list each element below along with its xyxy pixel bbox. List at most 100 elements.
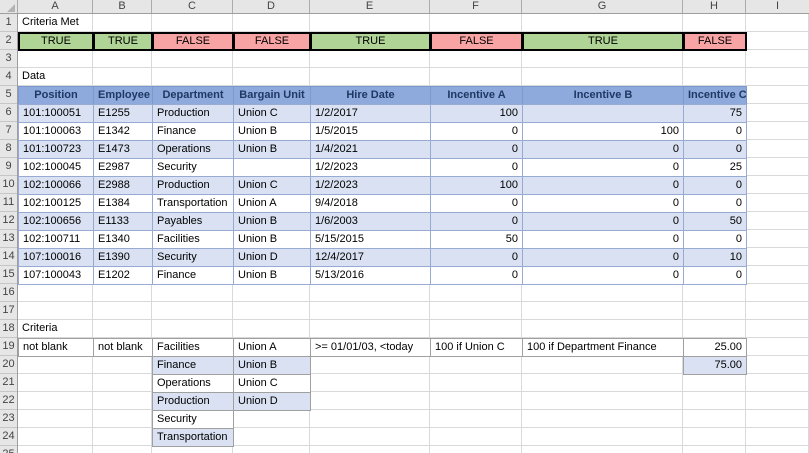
- cell-H20-criteria-amount[interactable]: 75.00: [683, 356, 747, 375]
- cell-B7[interactable]: E1342: [93, 122, 153, 141]
- cell-A9[interactable]: 102:100045: [18, 158, 94, 177]
- cell-H14[interactable]: 10: [683, 248, 747, 267]
- cell-F8[interactable]: 0: [430, 140, 523, 159]
- cell-G10[interactable]: 0: [522, 176, 684, 195]
- cell-E7[interactable]: 1/5/2015: [310, 122, 431, 141]
- cell-G7[interactable]: 100: [522, 122, 684, 141]
- cell-H11[interactable]: 0: [683, 194, 747, 213]
- cell-F14[interactable]: 0: [430, 248, 523, 267]
- cell-E6[interactable]: 1/2/2017: [310, 104, 431, 123]
- column-header-H[interactable]: H: [683, 0, 746, 13]
- column-header-I[interactable]: I: [775, 0, 780, 12]
- cell-C21-department-option[interactable]: Operations: [152, 374, 234, 393]
- cell-C6[interactable]: Production: [152, 104, 234, 123]
- cell-C7[interactable]: Finance: [152, 122, 234, 141]
- cell-A8[interactable]: 101:100723: [18, 140, 94, 159]
- row-header-4[interactable]: 4: [0, 68, 17, 86]
- cell-A10[interactable]: 102:100066: [18, 176, 94, 195]
- row-header-17[interactable]: 17: [0, 302, 17, 320]
- cell-B13[interactable]: E1340: [93, 230, 153, 249]
- cell-F7[interactable]: 0: [430, 122, 523, 141]
- cell-C9[interactable]: Security: [152, 158, 234, 177]
- cell-A14[interactable]: 107:100016: [18, 248, 94, 267]
- row-header-7[interactable]: 7: [0, 122, 17, 140]
- row-header-13[interactable]: 13: [0, 230, 17, 248]
- cell-A2-criteria-met-flag[interactable]: TRUE: [18, 32, 94, 51]
- cell-D19-criteria-bargain-unit[interactable]: Union A: [233, 338, 311, 357]
- cell-G9[interactable]: 0: [522, 158, 684, 177]
- cell-C19-criteria-department[interactable]: Facilities: [152, 338, 234, 357]
- cell-G13[interactable]: 0: [522, 230, 684, 249]
- cell-C10[interactable]: Production: [152, 176, 234, 195]
- cell-F15[interactable]: 0: [430, 266, 523, 285]
- cell-D14[interactable]: Union D: [233, 248, 311, 267]
- row-header-11[interactable]: 11: [0, 194, 17, 212]
- cell-G11[interactable]: 0: [522, 194, 684, 213]
- row-header-25[interactable]: 25: [0, 446, 17, 453]
- cell-F19-criteria-incentive-a[interactable]: 100 if Union C: [430, 338, 523, 357]
- column-header-F[interactable]: F: [430, 0, 522, 13]
- header-department[interactable]: Department: [152, 86, 234, 105]
- cell-B11[interactable]: E1384: [93, 194, 153, 213]
- cell-E14[interactable]: 12/4/2017: [310, 248, 431, 267]
- cell-C12[interactable]: Payables: [152, 212, 234, 231]
- cell-E11[interactable]: 9/4/2018: [310, 194, 431, 213]
- cell-D11[interactable]: Union A: [233, 194, 311, 213]
- header-hire-date[interactable]: Hire Date: [310, 86, 431, 105]
- cell-F12[interactable]: 0: [430, 212, 523, 231]
- cell-H7[interactable]: 0: [683, 122, 747, 141]
- cell-B9[interactable]: E2987: [93, 158, 153, 177]
- data-label[interactable]: Data: [22, 70, 46, 82]
- cell-G12[interactable]: 0: [522, 212, 684, 231]
- cell-B12[interactable]: E1133: [93, 212, 153, 231]
- cell-F13[interactable]: 50: [430, 230, 523, 249]
- cell-H15[interactable]: 0: [683, 266, 747, 285]
- cell-D15[interactable]: Union B: [233, 266, 311, 285]
- cell-H6[interactable]: 75: [683, 104, 747, 123]
- cell-H10[interactable]: 0: [683, 176, 747, 195]
- row-header-3[interactable]: 3: [0, 50, 17, 68]
- row-header-16[interactable]: 16: [0, 284, 17, 302]
- cell-H8[interactable]: 0: [683, 140, 747, 159]
- cell-F10[interactable]: 100: [430, 176, 523, 195]
- cell-D9[interactable]: [233, 158, 311, 177]
- row-header-22[interactable]: 22: [0, 392, 17, 410]
- row-header-21[interactable]: 21: [0, 374, 17, 392]
- cell-D22-bargain-option[interactable]: Union D: [233, 392, 311, 411]
- criteria-met-label[interactable]: Criteria Met: [22, 16, 79, 28]
- cell-H12[interactable]: 50: [683, 212, 747, 231]
- cell-D2-criteria-met-flag[interactable]: FALSE: [233, 32, 311, 51]
- row-header-8[interactable]: 8: [0, 140, 17, 158]
- cell-B15[interactable]: E1202: [93, 266, 153, 285]
- cell-G2-criteria-met-flag[interactable]: TRUE: [522, 32, 684, 51]
- cell-A19-criteria-position[interactable]: not blank: [18, 338, 94, 357]
- cell-D12[interactable]: Union B: [233, 212, 311, 231]
- column-header-B[interactable]: B: [93, 0, 152, 13]
- cell-E9[interactable]: 1/2/2023: [310, 158, 431, 177]
- cell-A12[interactable]: 102:100656: [18, 212, 94, 231]
- row-header-20[interactable]: 20: [0, 356, 17, 374]
- cell-F6[interactable]: 100: [430, 104, 523, 123]
- row-header-5[interactable]: 5: [0, 86, 17, 104]
- cell-D20-bargain-option[interactable]: Union B: [233, 356, 311, 375]
- cell-B14[interactable]: E1390: [93, 248, 153, 267]
- cell-E12[interactable]: 1/6/2003: [310, 212, 431, 231]
- cell-B10[interactable]: E2988: [93, 176, 153, 195]
- header-incentive-a[interactable]: Incentive A: [430, 86, 523, 105]
- cell-D13[interactable]: Union B: [233, 230, 311, 249]
- cell-E8[interactable]: 1/4/2021: [310, 140, 431, 159]
- cell-G14[interactable]: 0: [522, 248, 684, 267]
- cell-D21-bargain-option[interactable]: Union C: [233, 374, 311, 393]
- header-position[interactable]: Position: [18, 86, 94, 105]
- cell-G15[interactable]: 0: [522, 266, 684, 285]
- header-incentive-b[interactable]: Incentive B: [522, 86, 684, 105]
- cell-E15[interactable]: 5/13/2016: [310, 266, 431, 285]
- cell-D10[interactable]: Union C: [233, 176, 311, 195]
- column-header-A[interactable]: A: [18, 0, 93, 13]
- cell-D6[interactable]: Union C: [233, 104, 311, 123]
- cell-G8[interactable]: 0: [522, 140, 684, 159]
- cell-A7[interactable]: 101:100063: [18, 122, 94, 141]
- row-header-15[interactable]: 15: [0, 266, 17, 284]
- select-all-corner[interactable]: [0, 0, 18, 13]
- cell-A6[interactable]: 101:100051: [18, 104, 94, 123]
